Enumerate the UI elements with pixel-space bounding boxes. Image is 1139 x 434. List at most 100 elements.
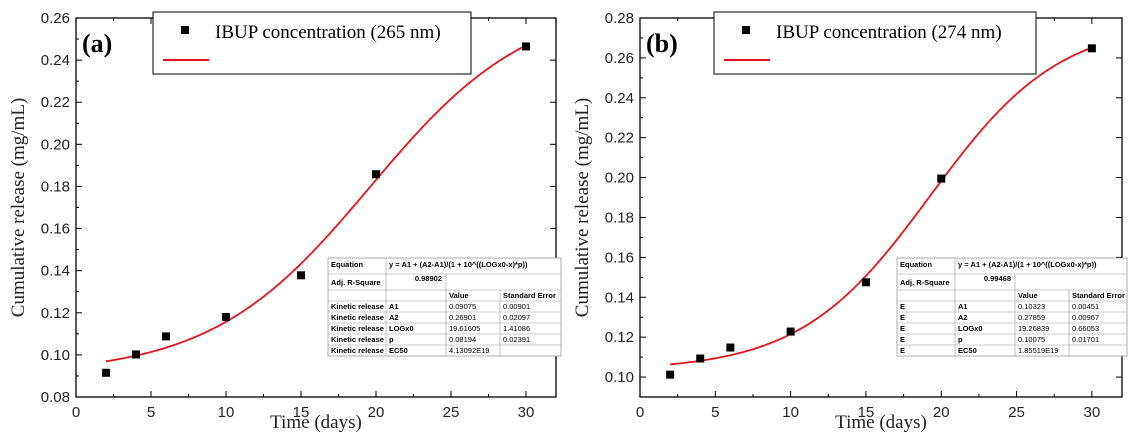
- fit-curve: [670, 46, 1093, 366]
- x-tick-label: 15: [858, 404, 875, 421]
- table-error: 0.02097: [503, 313, 530, 322]
- chart-a: 0 5 10 15 20 25 30 0.08 0.10 0.12 0.14 0.16 0.18 0.20…: [8, 10, 562, 433]
- table-param: A2: [389, 313, 399, 322]
- table-error: 0.66053: [1072, 324, 1099, 333]
- panel-label: (a): [82, 29, 112, 58]
- legend-marker-label: IBUP concentration (274 nm): [776, 22, 1002, 43]
- panel-label: (b): [646, 29, 678, 58]
- x-tick-label: 10: [218, 404, 235, 421]
- table-error: 0.00967: [1072, 313, 1099, 322]
- table-param: EC50: [389, 346, 408, 355]
- table-param: A2: [958, 313, 968, 322]
- table-error: 0.01701: [1072, 335, 1099, 344]
- table-value: 19.61605: [449, 324, 480, 333]
- chart-b: 0 5 10 15 20 25 30 0.10 0.12 0.14 0.16 0.18 0.20 0.22…: [572, 10, 1128, 433]
- data-point: [1087, 44, 1096, 53]
- y-tick-label: 0.26: [605, 50, 634, 67]
- data-point: [726, 343, 735, 352]
- table-col-value: Value: [449, 291, 469, 300]
- table-row-name: E: [900, 313, 905, 322]
- legend-box: [152, 11, 472, 75]
- legend-box: [713, 11, 1037, 75]
- data-point: [522, 42, 530, 51]
- data-point: [132, 350, 140, 359]
- legend-marker-label: IBUP concentration (265 nm): [215, 22, 441, 43]
- y-tick-label: 0.10: [41, 347, 70, 364]
- x-tick-label: 30: [518, 404, 535, 421]
- table-value: 1.85519E19: [1018, 346, 1058, 355]
- fit-table: [896, 257, 1128, 357]
- table-row-name: E: [900, 346, 905, 355]
- table-error: 0.00451: [1072, 302, 1099, 311]
- table-param: LOGx0: [958, 324, 983, 333]
- x-tick-label: 20: [933, 404, 950, 421]
- table-param: A1: [389, 302, 399, 311]
- table-row-name: Kinetic release: [331, 335, 384, 344]
- y-tick-label: 0.12: [605, 329, 634, 346]
- table-row-name: Kinetic release: [331, 313, 384, 322]
- data-point: [786, 327, 795, 336]
- table-value: 4.13092E19: [449, 346, 489, 355]
- data-point: [696, 354, 705, 363]
- table-row-name: E: [900, 302, 905, 311]
- table-value: 0.10075: [1018, 335, 1045, 344]
- table-error: 1.41086: [503, 324, 530, 333]
- x-tick-label: 0: [636, 404, 644, 421]
- y-tick-label: 0.14: [605, 289, 634, 306]
- table-row-name: E: [900, 324, 905, 333]
- y-tick-label: 0.16: [41, 221, 70, 238]
- y-tick-label: 0.14: [41, 263, 70, 280]
- data-point: [937, 174, 946, 183]
- table-error: 0.00901: [503, 302, 530, 311]
- table-param: LOGx0: [389, 324, 414, 333]
- table-param: EC50: [958, 346, 977, 355]
- data-point: [162, 332, 170, 341]
- table-row-name: Kinetic release: [331, 324, 384, 333]
- x-tick-label: 30: [1084, 404, 1101, 421]
- y-tick-label: 0.18: [605, 209, 634, 226]
- y-tick-label: 0.22: [41, 94, 70, 111]
- table-equation: y = A1 + (A2-A1)/(1 + 10^((LOGx0-x)*p)): [389, 260, 528, 269]
- table-adj-r-label: Adj. R-Square: [331, 278, 381, 287]
- table-value: 0.10323: [1018, 302, 1045, 311]
- y-tick-label: 0.18: [41, 178, 70, 195]
- table-error: 0.02391: [503, 335, 530, 344]
- legend-marker: [181, 26, 189, 34]
- data-point: [666, 370, 675, 379]
- table-col-value: Value: [1018, 291, 1038, 300]
- table-equation-label: Equation: [900, 260, 932, 269]
- y-tick-label: 0.26: [41, 10, 70, 27]
- table-param: A1: [958, 302, 968, 311]
- y-tick-label: 0.20: [605, 170, 634, 187]
- data-point: [222, 312, 230, 321]
- table-value: 0.27859: [1018, 313, 1045, 322]
- x-tick-label: 10: [782, 404, 799, 421]
- y-tick-label: 0.16: [605, 249, 634, 266]
- x-axis-label: Time (days): [835, 412, 927, 433]
- data-point: [372, 170, 380, 179]
- data-point: [861, 278, 870, 287]
- y-tick-label: 0.12: [41, 305, 70, 322]
- table-adj-r-label: Adj. R-Square: [900, 278, 950, 287]
- x-tick-label: 25: [443, 404, 460, 421]
- x-tick-label: 5: [147, 404, 155, 421]
- y-axis-label: Cumulative release (mg/mL): [8, 98, 29, 317]
- table-row-name: E: [900, 335, 905, 344]
- data-point: [102, 368, 110, 377]
- table-row-name: Kinetic release: [331, 346, 384, 355]
- table-value: 19.26839: [1018, 324, 1049, 333]
- table-equation: y = A1 + (A2-A1)/(1 + 10^((LOGx0-x)*p)): [958, 260, 1097, 269]
- y-axis-label: Cumulative release (mg/mL): [572, 98, 593, 317]
- table-col-error: Standard Error: [1072, 291, 1125, 300]
- data-point: [297, 271, 305, 280]
- table-value: 0.26901: [449, 313, 476, 322]
- table-row-name: Kinetic release: [331, 302, 384, 311]
- y-tick-label: 0.20: [41, 136, 70, 153]
- y-tick-label: 0.28: [605, 10, 634, 27]
- x-tick-label: 20: [368, 404, 385, 421]
- x-tick-label: 0: [72, 404, 80, 421]
- table-adj-r-value: 0.98902: [415, 274, 442, 283]
- table-param: p: [958, 335, 963, 344]
- table-value: 0.08194: [449, 335, 476, 344]
- y-tick-label: 0.24: [41, 52, 70, 69]
